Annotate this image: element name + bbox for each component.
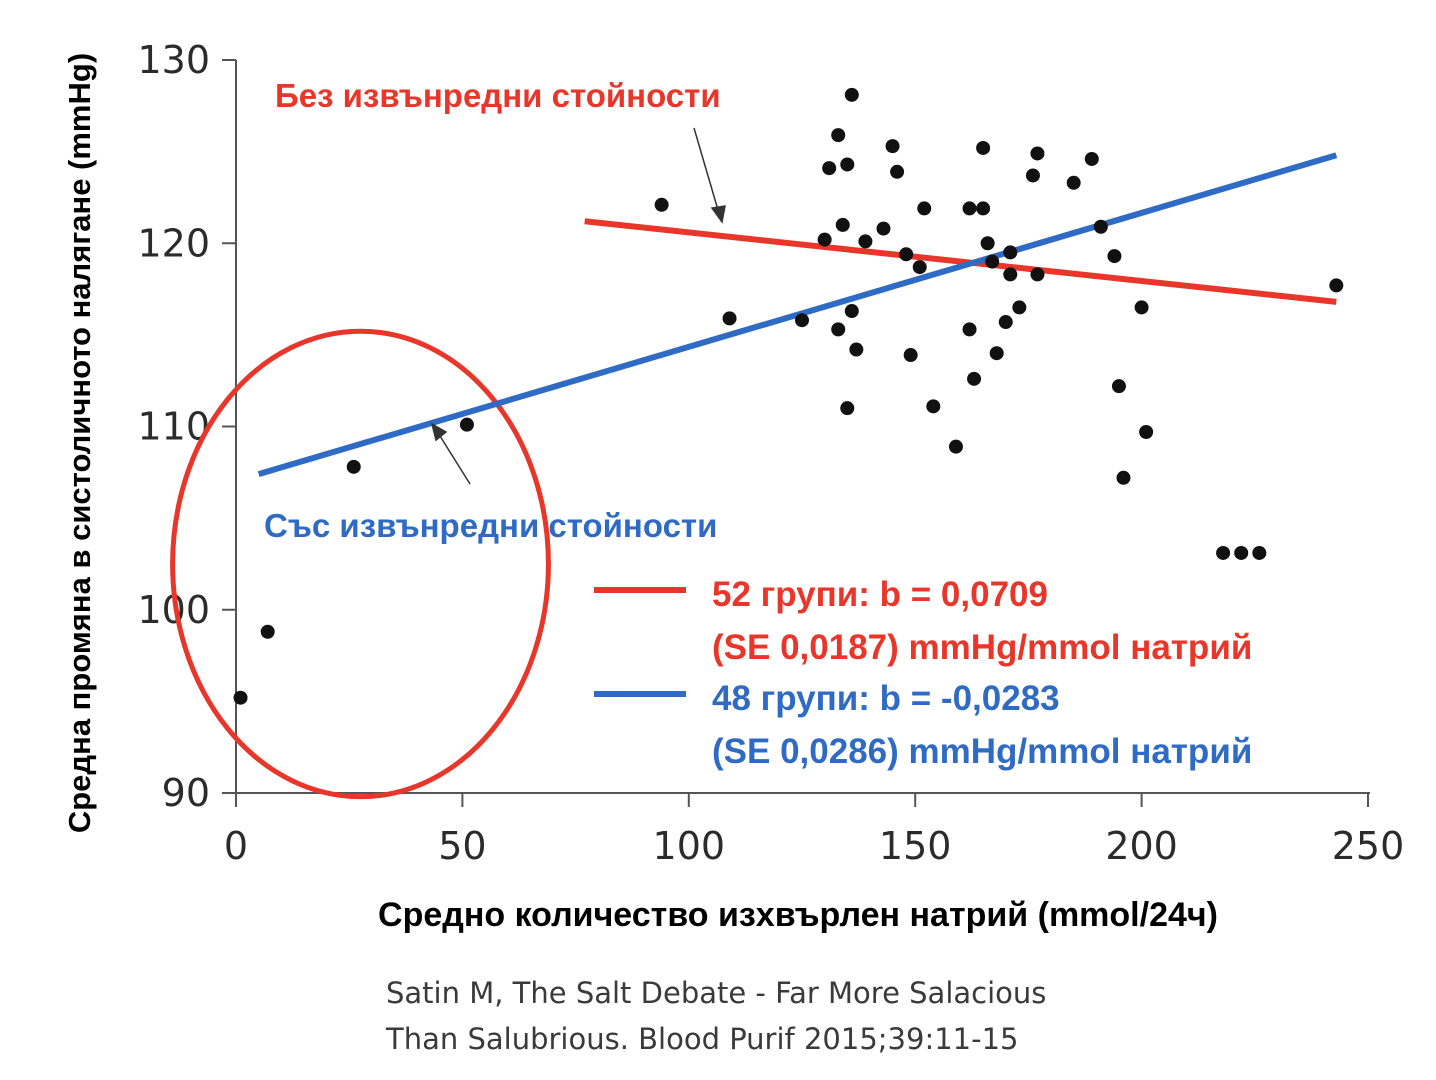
data-point xyxy=(840,401,855,416)
data-point xyxy=(831,128,846,143)
x-tick-label: 0 xyxy=(224,824,248,868)
x-tick-label: 200 xyxy=(1105,824,1178,868)
x-tick-label: 100 xyxy=(653,824,726,868)
data-point xyxy=(1003,267,1018,282)
x-tick-label: 250 xyxy=(1332,824,1405,868)
data-point xyxy=(840,157,855,172)
data-point xyxy=(1234,545,1249,560)
x-tick-label: 150 xyxy=(879,824,952,868)
data-point xyxy=(459,417,474,432)
y-axis-label: Средна промяна в систоличното налягане (… xyxy=(62,53,97,833)
data-point xyxy=(844,304,859,319)
data-point xyxy=(654,197,669,212)
data-point xyxy=(260,624,275,639)
data-points xyxy=(233,87,1344,705)
data-point xyxy=(1093,219,1108,234)
regression-line-blue xyxy=(257,152,1338,478)
scatter-chart: 90 100 110 120 130 0 50 100 150 200 250 Без извън… xyxy=(62,38,1404,934)
data-point xyxy=(844,87,859,102)
legend-blue-line2: (SE 0,0286) mmHg/mmol натрий xyxy=(712,732,1252,771)
citation-line-2: Than Salubrious. Blood Purif 2015;39:11-… xyxy=(386,1022,1019,1056)
data-point xyxy=(1134,300,1149,315)
data-point xyxy=(890,164,905,179)
annotation-arrow-blue xyxy=(430,422,471,485)
y-tick-label: 120 xyxy=(137,221,210,265)
data-point xyxy=(989,346,1004,361)
data-point xyxy=(1216,545,1231,560)
data-point xyxy=(903,348,918,363)
data-point xyxy=(1116,470,1131,485)
x-ticks: 0 50 100 150 200 250 xyxy=(224,793,1404,868)
data-point xyxy=(1012,300,1027,315)
data-point xyxy=(1025,168,1040,183)
data-point xyxy=(912,260,927,275)
data-point xyxy=(926,399,941,414)
annotation-without-outliers: Без извънредни стойности xyxy=(275,77,721,114)
regression-line-red xyxy=(584,218,1337,305)
outlier-highlight-ellipse xyxy=(170,328,551,800)
data-point xyxy=(1030,146,1045,161)
data-point xyxy=(1107,249,1122,264)
data-point xyxy=(1030,267,1045,282)
legend-red-line2: (SE 0,0187) mmHg/mmol натрий xyxy=(712,628,1252,667)
x-tick-label: 50 xyxy=(438,824,486,868)
data-point xyxy=(976,201,991,216)
data-point xyxy=(233,690,248,705)
data-point xyxy=(899,247,914,262)
annotation-with-outliers: Със извънредни стойности xyxy=(264,507,717,544)
data-point xyxy=(831,322,846,337)
data-point xyxy=(822,161,837,176)
citation-line-1: Satin M, The Salt Debate - Far More Sala… xyxy=(386,976,1047,1010)
data-point xyxy=(858,234,873,249)
data-point xyxy=(795,313,809,328)
data-point xyxy=(1329,278,1344,293)
y-tick-label: 90 xyxy=(162,771,210,815)
data-point xyxy=(835,217,850,232)
data-point xyxy=(876,221,891,236)
data-point xyxy=(1066,175,1081,190)
data-point xyxy=(917,201,932,216)
data-point xyxy=(722,311,737,326)
annotation-arrow-red xyxy=(693,127,726,224)
data-point xyxy=(346,459,361,474)
data-point xyxy=(849,342,864,357)
legend: 52 групи: b = 0,0709 (SE 0,0187) mmHg/mm… xyxy=(594,575,1252,771)
x-axis-label: Средно количество изхвърлен натрий (mmol… xyxy=(378,896,1218,934)
data-point xyxy=(980,236,995,251)
data-point xyxy=(885,139,900,154)
data-point xyxy=(1252,545,1267,560)
data-point xyxy=(1111,379,1126,394)
data-point xyxy=(1139,424,1154,439)
y-tick-label: 110 xyxy=(137,405,210,449)
data-point xyxy=(998,315,1013,330)
data-point xyxy=(962,322,977,337)
legend-blue-line1: 48 групи: b = -0,0283 xyxy=(712,679,1060,718)
data-point xyxy=(967,371,982,386)
data-point xyxy=(948,439,963,454)
data-point xyxy=(976,140,991,155)
data-point xyxy=(1003,245,1018,260)
citation: Satin M, The Salt Debate - Far More Sala… xyxy=(386,970,1286,1062)
data-point xyxy=(1084,151,1099,166)
legend-red-line1: 52 групи: b = 0,0709 xyxy=(712,575,1048,614)
y-tick-label: 130 xyxy=(137,38,210,82)
data-point xyxy=(962,201,977,216)
data-point xyxy=(985,254,1000,269)
data-point xyxy=(817,232,832,247)
